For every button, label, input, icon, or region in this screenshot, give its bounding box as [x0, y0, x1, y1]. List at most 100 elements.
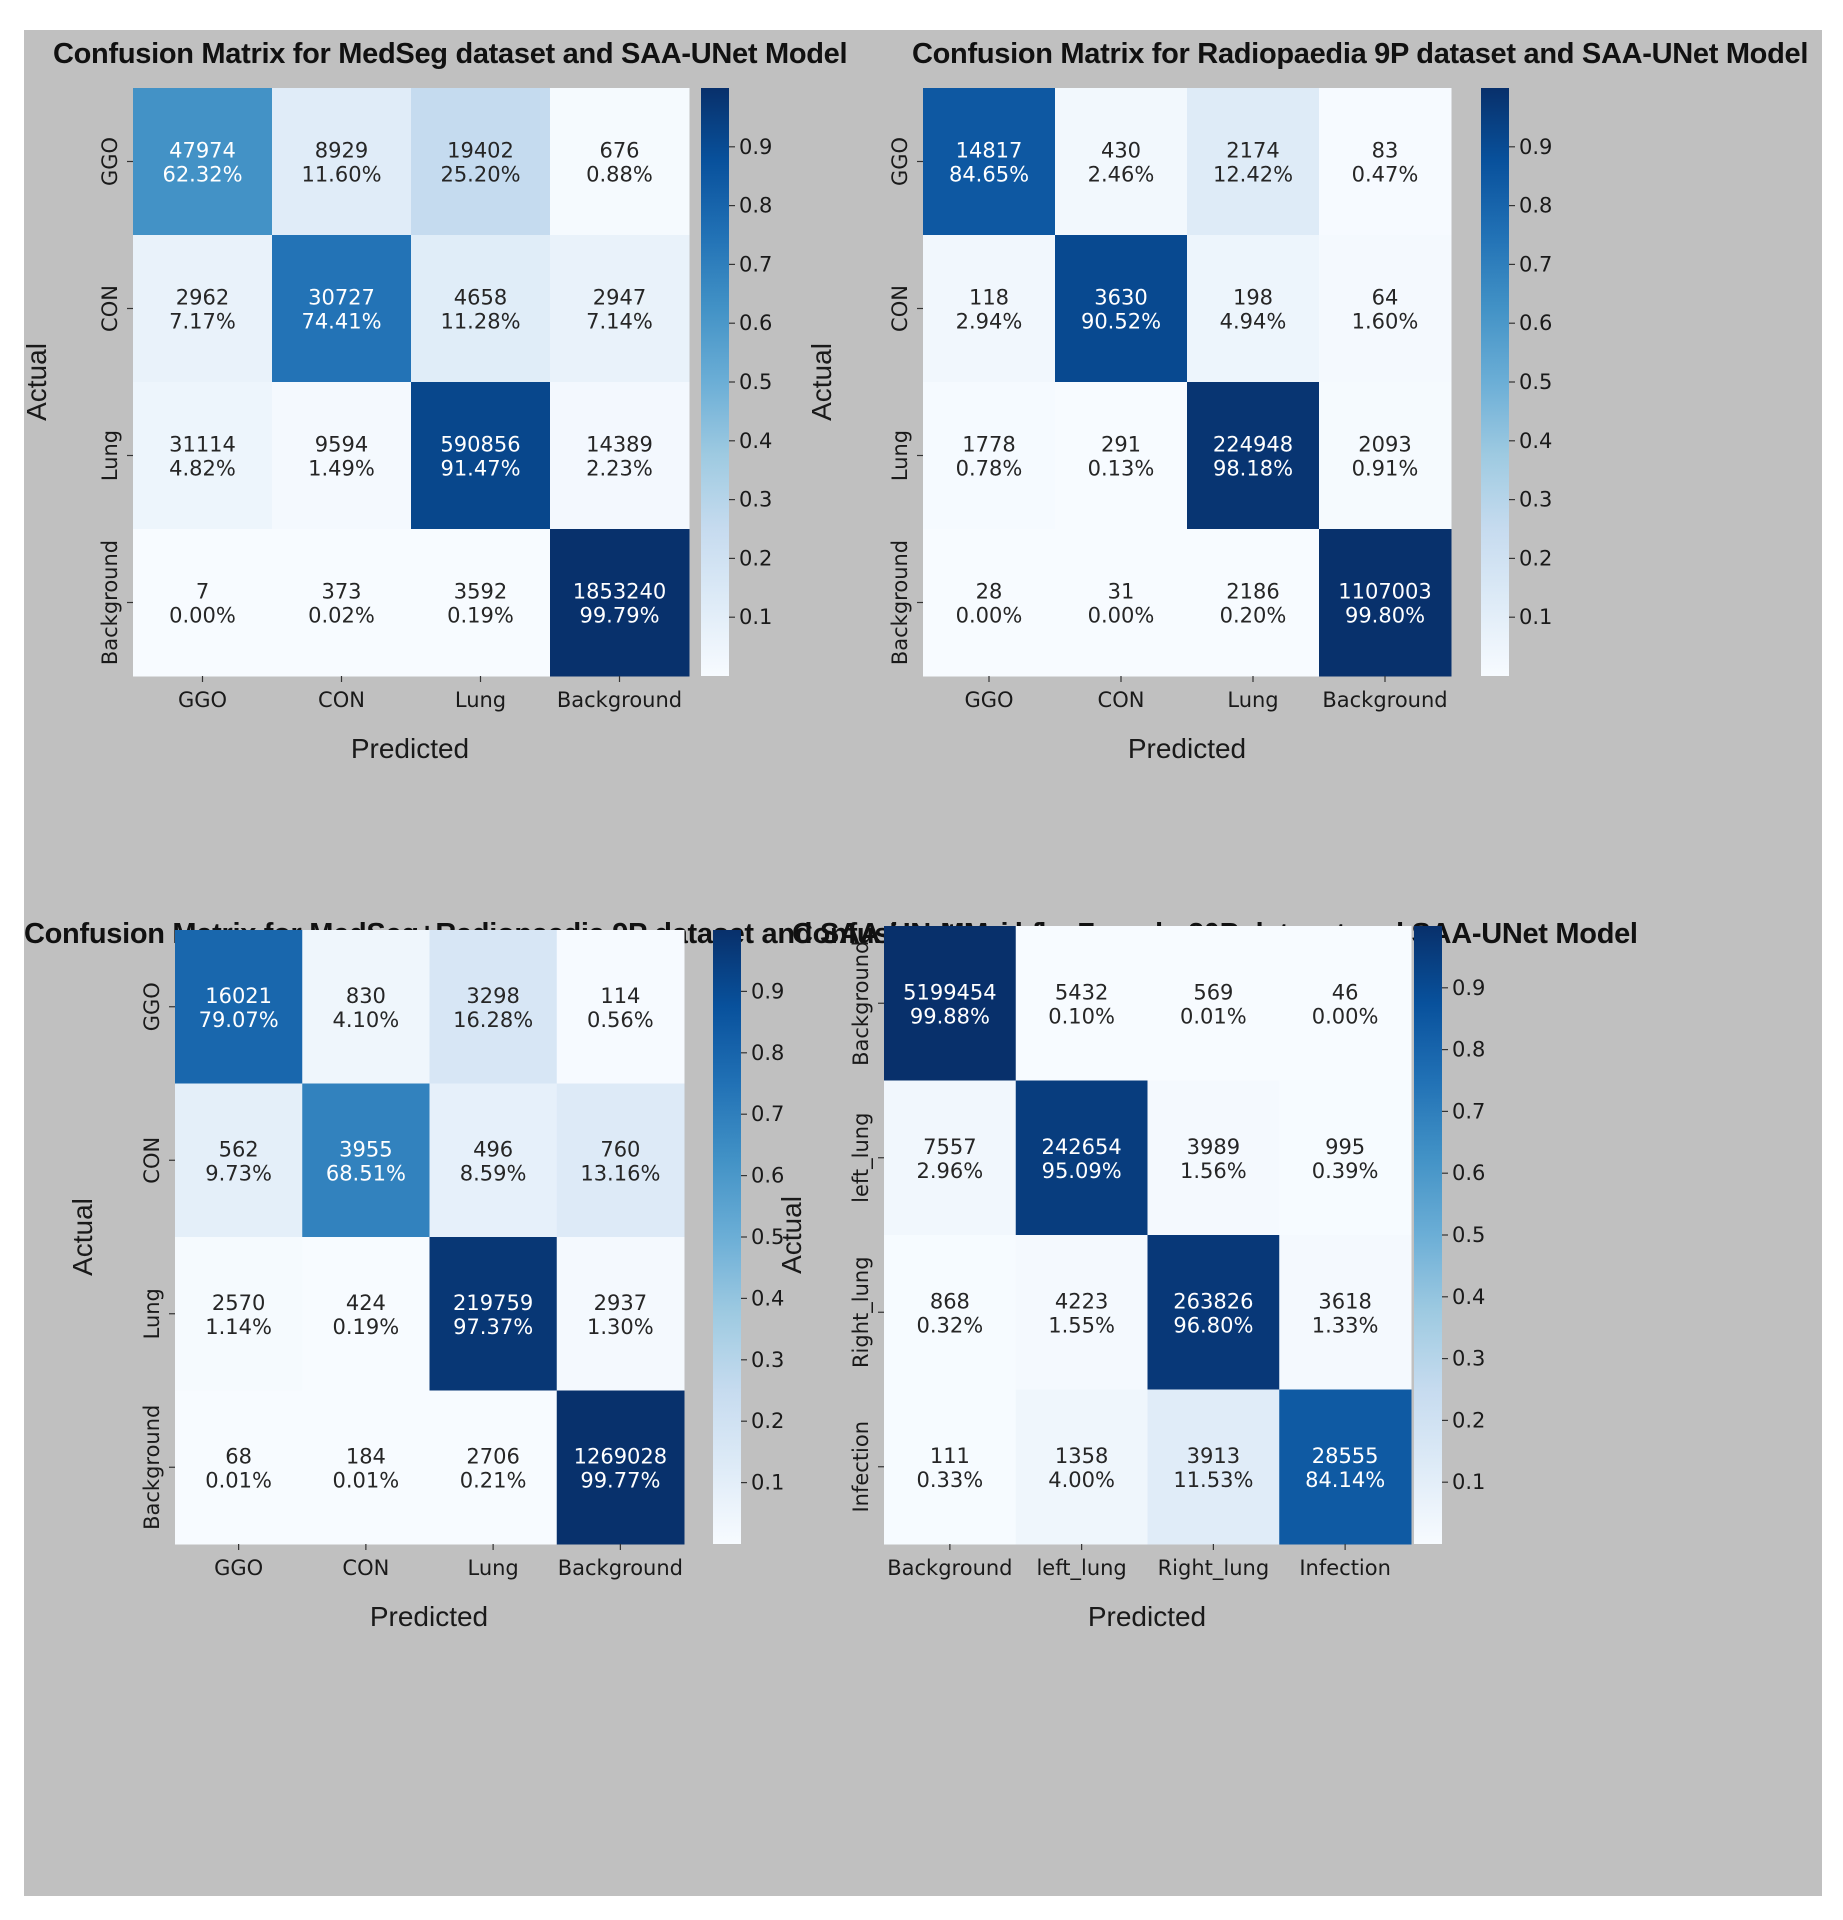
cell-percent-label: 0.01% — [205, 1468, 272, 1492]
cell-percent-label: 1.33% — [1312, 1313, 1379, 1337]
heatmap-cell — [411, 88, 551, 236]
heatmap-cell — [923, 88, 1056, 236]
heatmap-cell — [302, 1237, 430, 1391]
heatmap-cell — [1279, 1080, 1412, 1236]
cell-count-label: 1778 — [962, 433, 1015, 457]
x-tick-label: Background — [1322, 688, 1447, 712]
panel-medseg: Confusion Matrix for MedSeg dataset and … — [21, 30, 923, 930]
cell-percent-label: 0.00% — [1088, 604, 1155, 628]
cell-percent-label: 91.47% — [440, 457, 520, 481]
colorbar-tick-label: 0.6 — [1452, 1161, 1485, 1185]
y-tick-label: GGO — [98, 137, 122, 186]
cell-count-label: 111 — [930, 1444, 970, 1468]
heatmap-cell — [133, 88, 273, 236]
cell-percent-label: 1.30% — [587, 1315, 654, 1339]
cell-count-label: 1358 — [1055, 1444, 1108, 1468]
cell-count-label: 2947 — [593, 286, 646, 310]
cell-percent-label: 13.16% — [580, 1161, 660, 1185]
heatmap-cell — [550, 88, 690, 236]
colorbar-tick-label: 0.1 — [1519, 605, 1552, 629]
x-tick-label: CON — [342, 1556, 389, 1580]
cell-percent-label: 95.09% — [1042, 1159, 1122, 1183]
colorbar-tick-label: 0.3 — [1519, 488, 1552, 512]
cell-count-label: 676 — [599, 139, 639, 163]
cell-count-label: 4658 — [454, 286, 507, 310]
cell-percent-label: 1.14% — [205, 1315, 272, 1339]
colorbar-tick-label: 0.9 — [739, 135, 772, 159]
cell-percent-label: 4.00% — [1048, 1468, 1115, 1492]
x-axis-label: Predicted — [351, 733, 469, 764]
heatmap-cell — [429, 930, 558, 1084]
heatmap-cell — [556, 930, 685, 1084]
cell-percent-label: 1.60% — [1352, 310, 1419, 334]
heatmap-cell — [1015, 1235, 1148, 1390]
x-tick-label: Background — [887, 1556, 1012, 1580]
y-tick-label: GGO — [140, 982, 164, 1031]
cell-percent-label: 16.28% — [453, 1008, 533, 1032]
cell-percent-label: 2.23% — [586, 457, 653, 481]
cell-count-label: 118 — [969, 286, 1009, 310]
cell-count-label: 28 — [976, 580, 1003, 604]
y-tick-label: CON — [98, 285, 122, 332]
cell-percent-label: 4.82% — [169, 457, 236, 481]
cell-count-label: 3630 — [1094, 286, 1147, 310]
x-tick-label: Lung — [467, 1556, 518, 1580]
colorbar-tick-label: 0.4 — [1452, 1285, 1485, 1309]
cell-percent-label: 9.73% — [205, 1161, 272, 1185]
heatmap-cell — [923, 382, 1056, 530]
heatmap-cell — [302, 1390, 430, 1545]
colorbar-tick-label: 0.5 — [751, 1225, 784, 1249]
cell-percent-label: 74.41% — [301, 310, 381, 334]
colorbar-tick-label: 0.8 — [1519, 194, 1552, 218]
cell-count-label: 7557 — [923, 1135, 976, 1159]
colorbar-tick-label: 0.8 — [751, 1041, 784, 1065]
colorbar-tick-label: 0.2 — [1452, 1408, 1485, 1432]
heatmap-cell — [1015, 926, 1148, 1081]
cell-percent-label: 97.37% — [453, 1315, 533, 1339]
cell-percent-label: 99.80% — [1345, 604, 1425, 628]
heatmap-cell — [272, 88, 412, 236]
cell-count-label: 5432 — [1055, 980, 1108, 1004]
heatmap-cell — [1319, 88, 1452, 236]
heatmap-cell — [550, 235, 690, 383]
colorbar-tick-label: 0.7 — [1452, 1099, 1485, 1123]
heatmap-cell — [272, 529, 412, 677]
chart-title: Confusion Matrix for MedSeg dataset and … — [53, 38, 848, 70]
cell-count-label: 3618 — [1318, 1289, 1371, 1313]
x-tick-label: CON — [318, 688, 365, 712]
cell-percent-label: 11.28% — [440, 310, 520, 334]
heatmap-cell — [1279, 926, 1412, 1081]
cell-percent-label: 0.91% — [1352, 457, 1419, 481]
x-axis-label: Predicted — [1128, 733, 1246, 764]
heatmap-cell — [302, 930, 430, 1084]
x-tick-label: Lung — [1227, 688, 1278, 712]
cell-count-label: 3955 — [339, 1137, 392, 1161]
heatmap-cell — [429, 1390, 558, 1545]
colorbar-tick-label: 0.2 — [751, 1409, 784, 1433]
colorbar — [701, 88, 729, 676]
colorbar-tick-label: 0.7 — [751, 1102, 784, 1126]
cell-percent-label: 62.32% — [162, 163, 242, 187]
figure-background: Confusion Matrix for MedSeg dataset and … — [21, 30, 1822, 1896]
colorbar-tick-label: 0.3 — [1452, 1347, 1485, 1371]
cell-count-label: 219759 — [453, 1291, 533, 1315]
colorbar-tick-label: 0.1 — [1452, 1470, 1485, 1494]
cell-percent-label: 12.42% — [1213, 163, 1293, 187]
colorbar-tick-label: 0.9 — [1519, 135, 1552, 159]
heatmap-cell — [1279, 1235, 1412, 1390]
cell-percent-label: 0.21% — [460, 1468, 527, 1492]
y-axis-label: Actual — [67, 1198, 98, 1276]
cell-percent-label: 0.10% — [1048, 1004, 1115, 1028]
y-tick-label: Background — [98, 540, 122, 665]
heatmap-cell — [411, 382, 551, 530]
heatmap-cell — [411, 529, 551, 677]
cell-count-label: 198 — [1233, 286, 1273, 310]
cell-percent-label: 90.52% — [1081, 310, 1161, 334]
colorbar-tick-label: 0.9 — [751, 979, 784, 1003]
cell-percent-label: 2.94% — [956, 310, 1023, 334]
cell-count-label: 31 — [1108, 580, 1135, 604]
cell-count-label: 224948 — [1213, 433, 1293, 457]
cell-count-label: 46 — [1332, 980, 1359, 1004]
heatmap-cell — [1055, 235, 1188, 383]
heatmap-cell — [1055, 382, 1188, 530]
